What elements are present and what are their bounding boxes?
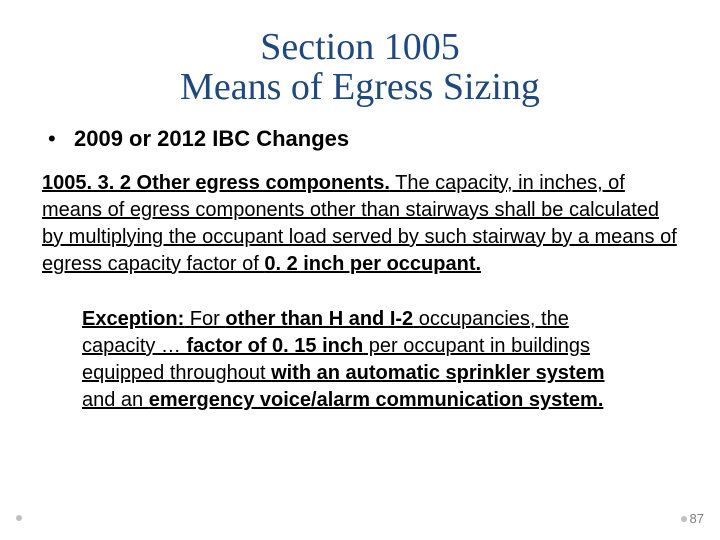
footer: 87 (0, 508, 720, 526)
subhead-block: • 2009 or 2012 IBC Changes (42, 126, 678, 152)
page-number: 87 (690, 511, 704, 526)
slide: Section 1005 Means of Egress Sizing • 20… (0, 0, 720, 540)
footer-right: 87 (681, 511, 704, 526)
exception-seg1: For (184, 308, 225, 330)
exception-seg6: with an automatic sprinkler system (271, 362, 604, 384)
bullet-icon: • (48, 126, 74, 152)
exception-paragraph: Exception: For other than H and I-2 occu… (82, 306, 642, 414)
subhead-line: • 2009 or 2012 IBC Changes (48, 126, 678, 152)
dot-icon (16, 515, 22, 521)
body-paragraph: 1005. 3. 2 Other egress components. The … (42, 170, 678, 278)
title-line-2: Means of Egress Sizing (180, 66, 540, 108)
exception-seg2: other than H and I-2 (225, 308, 413, 330)
exception-seg4: factor of 0. 15 inch (186, 335, 363, 357)
slide-title: Section 1005 Means of Egress Sizing (42, 28, 678, 108)
exception-seg8: emergency voice/alarm communication syst… (149, 389, 604, 411)
exception-lead: Exception: (82, 308, 184, 330)
body-lead: 1005. 3. 2 Other egress components. (42, 172, 390, 194)
body-factor: 0. 2 inch per occupant. (264, 253, 481, 275)
exception-seg7: and an (82, 389, 149, 411)
title-line-1: Section 1005 (260, 26, 459, 68)
subhead-text: 2009 or 2012 IBC Changes (74, 126, 349, 152)
dot-icon (681, 516, 687, 522)
footer-left-dot (16, 508, 22, 526)
